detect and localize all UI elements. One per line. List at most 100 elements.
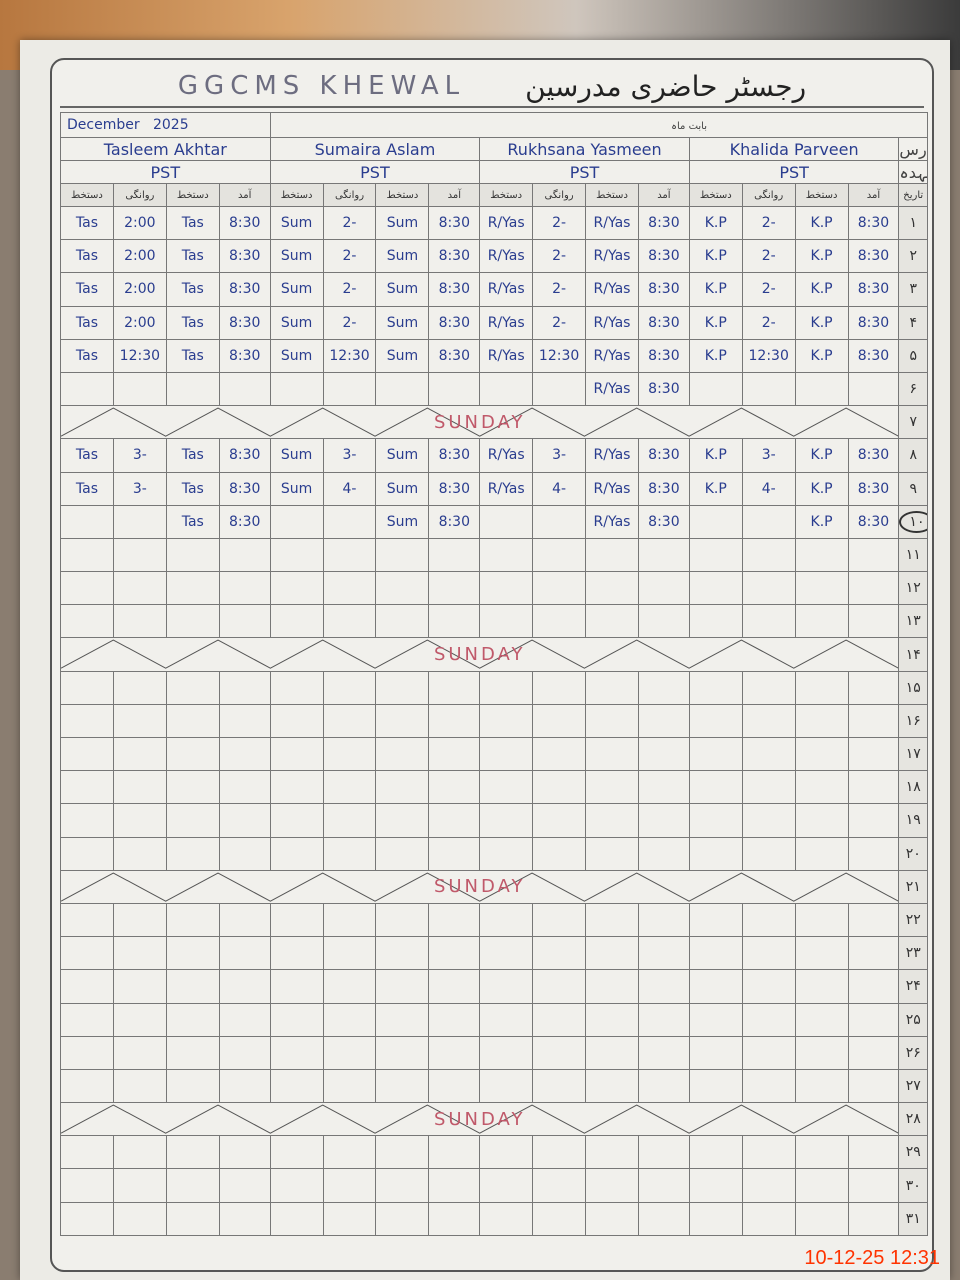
signature-cell	[165, 770, 220, 805]
time-cell	[322, 1035, 377, 1070]
time-cell	[532, 604, 587, 639]
date-cell: ۲	[898, 239, 928, 274]
signature-cell	[60, 1002, 114, 1037]
column-header: دستخط	[165, 183, 220, 207]
time-cell	[112, 371, 167, 407]
time-cell: 2-	[322, 239, 377, 274]
time-cell	[741, 1068, 796, 1104]
signature-cell: Tas	[165, 471, 220, 506]
signature-cell	[688, 1135, 743, 1170]
date-cell: ۷	[898, 405, 928, 440]
time-cell	[428, 1068, 481, 1104]
signature-cell	[269, 1035, 324, 1070]
time-cell	[322, 1168, 377, 1203]
signature-cell	[60, 902, 114, 938]
signature-cell	[60, 1135, 114, 1170]
month-row: December 2025 بابت ماہ	[60, 112, 929, 138]
time-cell	[741, 770, 796, 805]
signature-cell: K.P	[794, 305, 849, 340]
column-header: روانگی	[532, 183, 587, 207]
zigzag-line	[61, 639, 898, 670]
time-cell	[847, 803, 900, 838]
time-cell	[218, 571, 271, 606]
time-cell: 8:30	[428, 438, 481, 473]
signature-cell: R/Yas	[479, 272, 534, 307]
time-cell	[322, 902, 377, 938]
signature-cell: Tas	[165, 272, 220, 307]
time-cell	[112, 504, 167, 539]
table-row: Tas 3- Tas 8:30 Sum 4- Sum 8:30 R/Yas 4- R/Yas 8:30…	[60, 471, 928, 506]
sunday-band: SUNDAY	[59, 405, 900, 440]
time-cell	[847, 537, 900, 573]
time-cell	[532, 902, 587, 938]
table-row: ۱۵	[60, 670, 928, 705]
signature-cell	[60, 371, 114, 407]
signature-cell: Tas	[165, 338, 220, 373]
time-cell: 8:30	[637, 272, 690, 307]
time-cell	[741, 537, 796, 573]
time-cell	[637, 803, 690, 838]
signature-cell	[60, 770, 114, 805]
time-cell: 3-	[741, 438, 796, 473]
time-cell	[637, 571, 690, 606]
signature-cell	[60, 1068, 114, 1104]
date-number: ۸	[909, 447, 917, 464]
signature-cell: K.P	[794, 471, 849, 506]
time-cell: 8:30	[637, 239, 690, 274]
signature-cell	[165, 736, 220, 772]
time-cell	[218, 703, 271, 739]
date-number: ۲	[909, 248, 917, 265]
signature-cell: R/Yas	[479, 239, 534, 274]
time-cell: 12:30	[322, 338, 377, 373]
time-cell	[532, 969, 587, 1004]
date-number: ۱۳	[905, 613, 921, 630]
sunday-label: SUNDAY	[433, 411, 526, 433]
signature-cell: K.P	[794, 205, 849, 241]
time-cell	[847, 703, 900, 739]
date-number: ۲۷	[905, 1077, 921, 1094]
time-cell	[322, 1002, 377, 1037]
signature-cell	[269, 902, 324, 938]
signature-cell: Tas	[165, 504, 220, 539]
teacher-name: Khalida Parveen	[688, 137, 900, 161]
time-cell	[847, 1002, 900, 1037]
signature-cell: Tas	[60, 471, 114, 506]
time-cell: 8:30	[847, 338, 900, 373]
signature-cell	[794, 371, 849, 407]
signature-cell: R/Yas	[585, 438, 639, 473]
time-cell: 8:30	[218, 504, 271, 539]
signature-cell	[60, 1201, 114, 1236]
signature-cell	[269, 703, 324, 739]
signature-cell	[688, 504, 743, 539]
signature-cell	[375, 703, 430, 739]
signature-cell	[688, 902, 743, 938]
time-cell: 12:30	[532, 338, 587, 373]
signature-cell	[585, 902, 639, 938]
time-cell	[847, 604, 900, 639]
time-cell	[428, 969, 481, 1004]
time-cell: 8:30	[847, 504, 900, 539]
signature-cell	[479, 670, 534, 705]
signature-cell	[794, 1068, 849, 1104]
signature-cell: Sum	[269, 338, 324, 373]
column-header: دستخط	[375, 183, 430, 207]
table-row: ۲۶	[60, 1035, 928, 1070]
signature-cell	[165, 1068, 220, 1104]
column-header: آمد	[637, 183, 690, 207]
time-cell	[428, 371, 481, 407]
time-cell: 3-	[112, 471, 167, 506]
date-cell: ۱	[898, 205, 928, 241]
date-cell: ۵	[898, 338, 928, 373]
time-cell: 8:30	[637, 205, 690, 241]
time-cell	[112, 736, 167, 772]
time-cell	[847, 1135, 900, 1170]
time-cell	[847, 670, 900, 705]
signature-cell	[165, 1201, 220, 1236]
time-cell	[218, 902, 271, 938]
time-cell: 8:30	[428, 272, 481, 307]
signature-cell	[585, 803, 639, 838]
time-cell	[428, 703, 481, 739]
signature-cell: Tas	[165, 305, 220, 340]
signature-cell	[375, 836, 430, 871]
date-header: تاریخ	[898, 183, 928, 207]
